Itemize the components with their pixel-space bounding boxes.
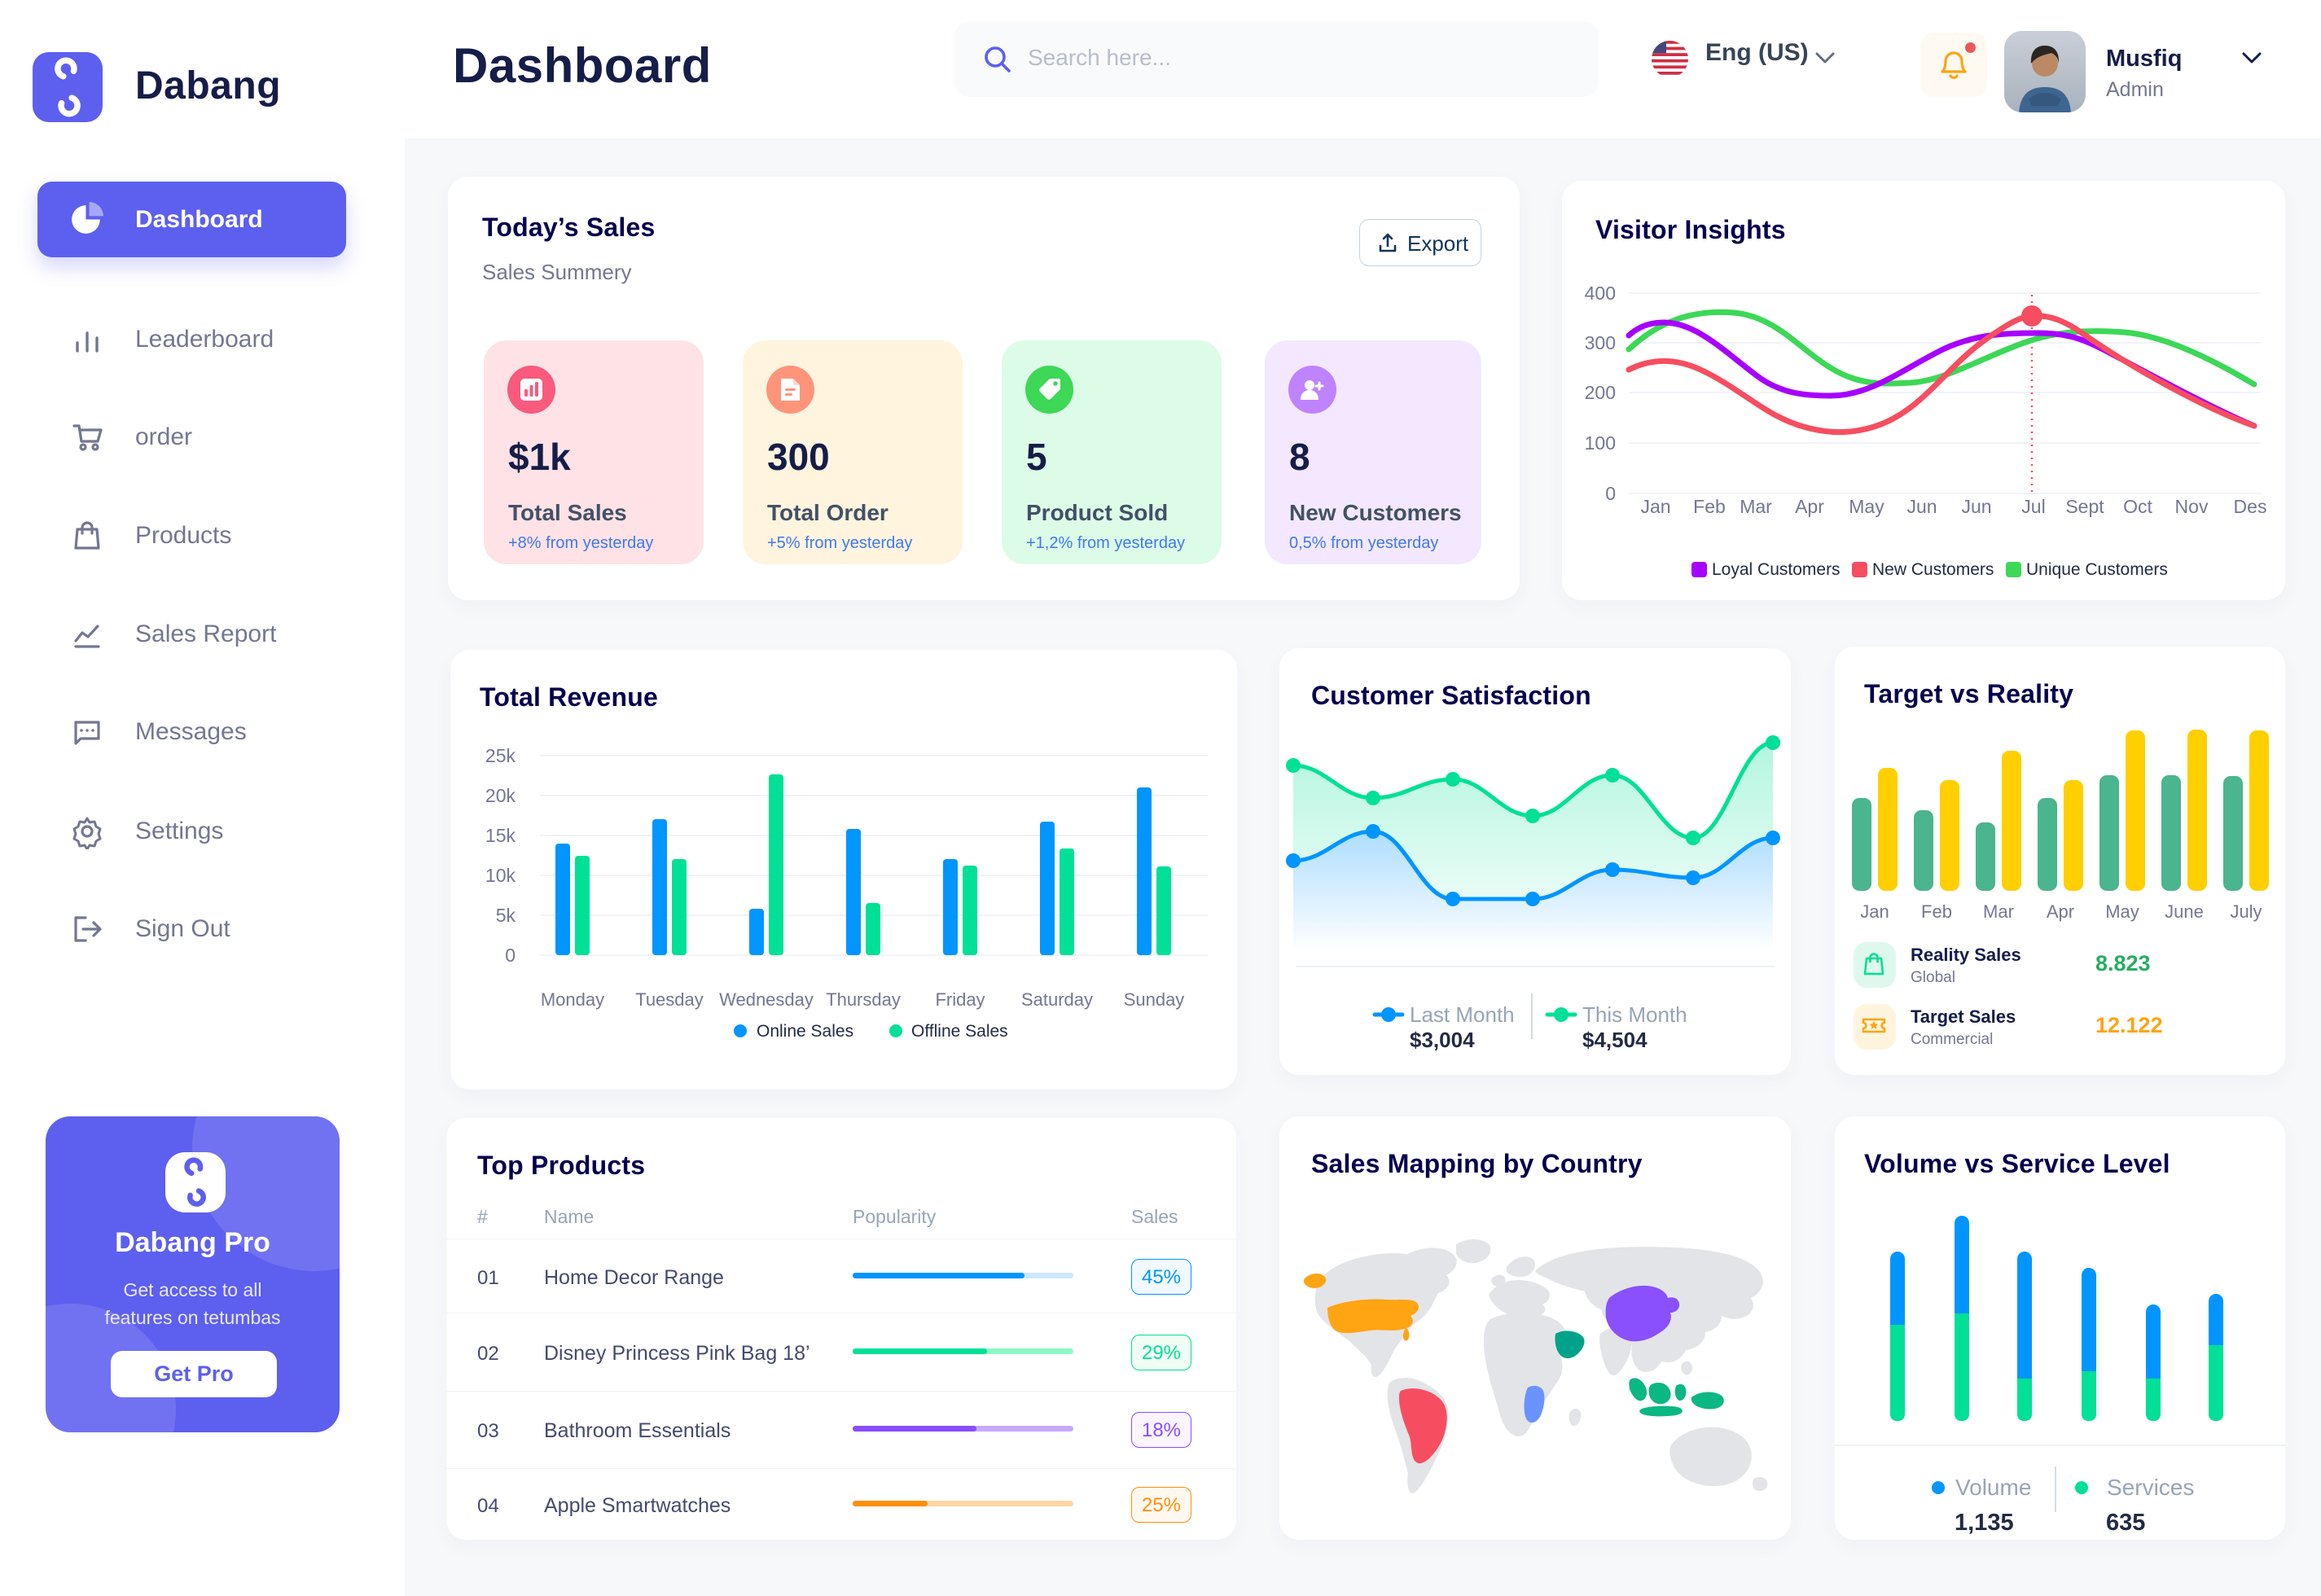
svg-text:Saturday: Saturday [1021,989,1093,1010]
svg-text:Wednesday: Wednesday [719,989,814,1010]
svg-text:Feb: Feb [1921,901,1952,922]
svg-text:Friday: Friday [935,989,985,1010]
svg-text:This Month: This Month [1582,1002,1687,1027]
svg-text:1,135: 1,135 [1955,1510,2014,1536]
svg-text:Oct: Oct [2123,496,2152,517]
svg-text:Last Month: Last Month [1410,1002,1515,1027]
svg-text:June: June [2165,901,2204,922]
svg-text:Jun: Jun [1961,496,1991,517]
svg-text:100: 100 [1585,432,1616,454]
svg-text:May: May [2105,901,2139,922]
svg-text:Offline Sales: Offline Sales [911,1022,1008,1041]
svg-text:Unique Customers: Unique Customers [2026,560,2168,579]
svg-text:May: May [1849,496,1884,517]
svg-text:$4,504: $4,504 [1582,1028,1648,1052]
svg-text:Thursday: Thursday [826,989,901,1010]
svg-text:Online Sales: Online Sales [757,1022,853,1041]
svg-text:Feb: Feb [1693,496,1726,517]
svg-text:Tuesday: Tuesday [635,989,704,1010]
svg-text:635: 635 [2106,1510,2145,1536]
svg-text:Jan: Jan [1640,496,1670,517]
svg-text:25k: 25k [485,745,516,766]
svg-text:Services: Services [2107,1475,2194,1500]
svg-text:Jul: Jul [2021,496,2045,517]
svg-text:Mar: Mar [1983,901,2014,922]
svg-text:Sunday: Sunday [1124,989,1185,1010]
svg-text:5k: 5k [496,905,516,926]
svg-text:15k: 15k [485,825,516,846]
svg-text:Mar: Mar [1740,496,1772,517]
svg-text:0: 0 [1605,483,1616,504]
svg-text:Apr: Apr [2047,901,2074,922]
svg-text:July: July [2230,901,2262,922]
svg-text:400: 400 [1585,283,1616,304]
svg-text:Volume: Volume [1955,1475,2031,1500]
svg-text:Apr: Apr [1795,496,1824,517]
svg-text:New Customers: New Customers [1872,560,1994,579]
svg-text:10k: 10k [485,865,516,886]
svg-text:20k: 20k [485,785,516,806]
svg-text:300: 300 [1585,332,1616,353]
svg-text:200: 200 [1585,382,1616,403]
svg-text:Sept: Sept [2065,496,2104,517]
svg-text:Loyal Customers: Loyal Customers [1712,560,1841,579]
svg-text:0: 0 [505,945,516,966]
svg-text:$3,004: $3,004 [1410,1028,1475,1052]
svg-text:Des: Des [2234,496,2267,517]
svg-text:Jan: Jan [1860,901,1889,922]
svg-text:Nov: Nov [2175,496,2209,517]
svg-text:Monday: Monday [541,989,604,1010]
svg-text:Jun: Jun [1906,496,1937,517]
